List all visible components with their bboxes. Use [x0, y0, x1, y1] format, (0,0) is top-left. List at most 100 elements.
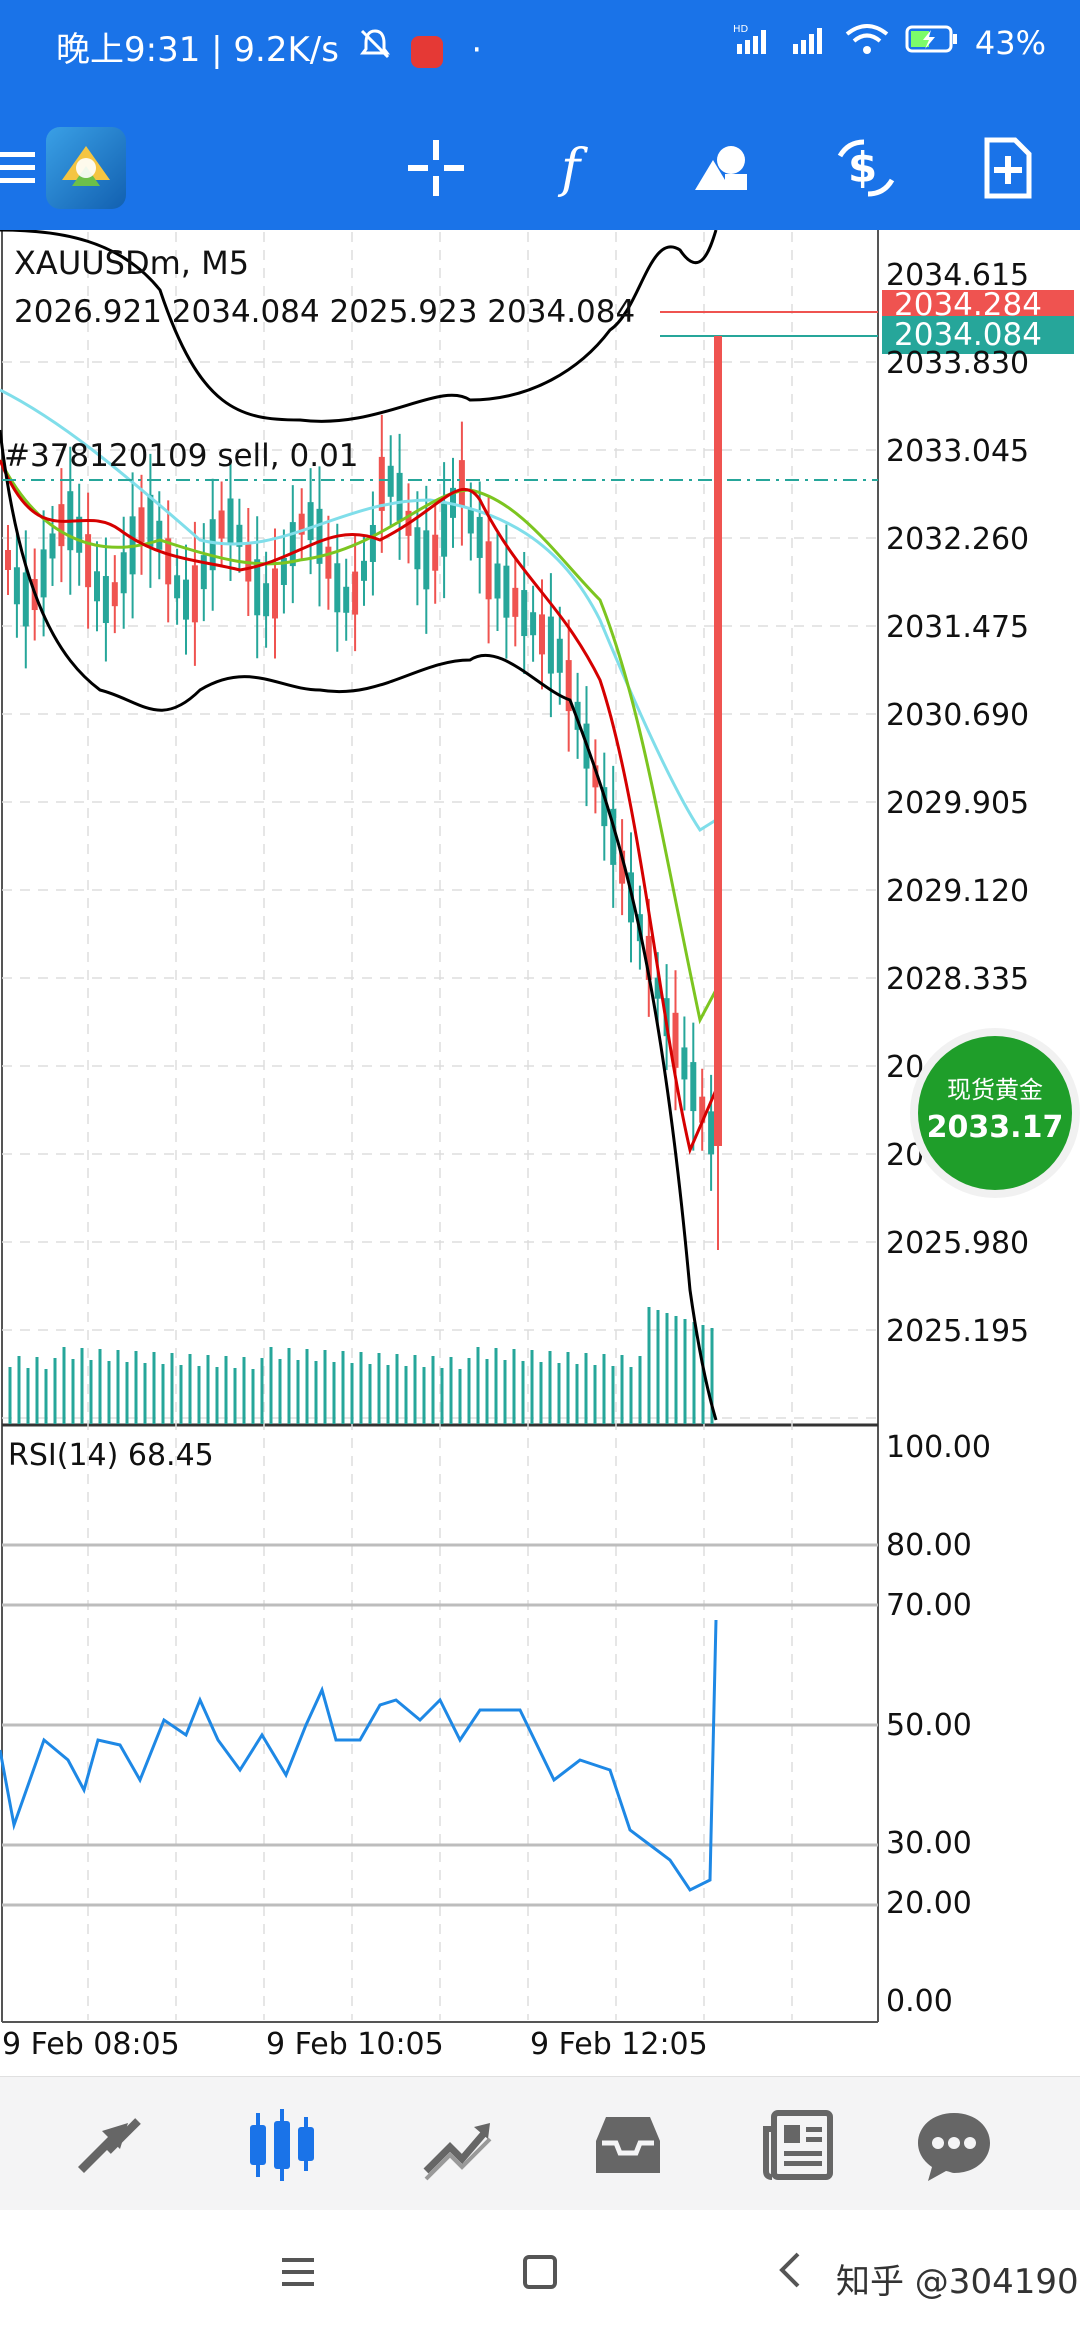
- candle-body: [690, 1062, 697, 1112]
- candle-body: [352, 571, 359, 615]
- candle-body: [165, 538, 172, 585]
- objects-icon[interactable]: [682, 128, 762, 208]
- chart-icon[interactable]: [242, 2105, 322, 2185]
- candle-body: [156, 520, 163, 550]
- crosshair-icon[interactable]: [396, 128, 476, 208]
- wifi-icon: [845, 22, 889, 64]
- trade-icon[interactable]: $: [826, 128, 906, 208]
- candle-body: [458, 460, 465, 508]
- chart-toolbar: f $: [0, 96, 1080, 230]
- candle-body: [619, 850, 626, 884]
- candle-body: [298, 513, 305, 535]
- news-icon[interactable]: [760, 2105, 840, 2185]
- candle-body: [174, 575, 181, 599]
- candle-body: [254, 559, 261, 616]
- candle-body: [547, 616, 554, 674]
- candle-body: [343, 586, 350, 613]
- candle-body: [22, 572, 29, 627]
- rsi-axis-label: 0.00: [886, 1984, 953, 2019]
- candle-body: [49, 533, 56, 559]
- candle-body: [503, 565, 510, 618]
- price-axis-label: 2028.335: [886, 962, 1030, 997]
- status-bar: 晚上9:31 | 9.2K/s · HD 43%: [0, 0, 1080, 96]
- candle-body: [494, 563, 501, 599]
- ohlc-label: 2026.921 2034.084 2025.923 2034.084: [14, 294, 636, 330]
- candle-body: [521, 590, 528, 637]
- candle-body: [40, 549, 47, 598]
- rsi-axis-label: 50.00: [886, 1708, 972, 1743]
- chart-area[interactable]: XAUUSDm, M5 2026.921 2034.084 2025.923 2…: [0, 230, 1080, 2070]
- candle-body: [387, 465, 394, 497]
- candle-body: [530, 612, 537, 636]
- spot-gold-badge[interactable]: 现货黄金 2033.17: [918, 1036, 1072, 1190]
- history-icon[interactable]: [588, 2105, 668, 2185]
- candle-body: [325, 546, 332, 579]
- candle-body: [645, 935, 652, 980]
- candle-body: [414, 527, 421, 570]
- candle-body: [708, 1111, 715, 1155]
- candle-body: [601, 787, 608, 827]
- candle-body: [565, 660, 572, 712]
- rsi-axis-label: 100.00: [886, 1430, 991, 1465]
- function-icon[interactable]: f: [536, 128, 616, 208]
- metatrader-logo: [46, 127, 126, 209]
- battery-icon: [905, 24, 959, 62]
- candle-body: [361, 560, 367, 581]
- home-icon[interactable]: [520, 2252, 560, 2296]
- watermark: 知乎 @3041907: [836, 2262, 1080, 2302]
- system-nav: 知乎 @3041907: [0, 2210, 1080, 2340]
- candle-body: [111, 582, 118, 607]
- battery-percent: 43%: [974, 24, 1046, 62]
- candle-body: [13, 567, 20, 605]
- price-axis-label: 2029.905: [886, 786, 1030, 821]
- new-order-icon[interactable]: [968, 128, 1048, 208]
- candle-body: [102, 576, 109, 624]
- candle-body: [183, 579, 189, 620]
- candle-body: [467, 509, 474, 534]
- recents-icon[interactable]: [278, 2252, 318, 2296]
- candle-body: [76, 516, 83, 553]
- candle-body: [512, 587, 519, 617]
- price-chart[interactable]: [0, 230, 1080, 2070]
- back-icon[interactable]: [770, 2250, 810, 2294]
- candle-body: [191, 565, 198, 623]
- price-axis-label: 2025.980: [886, 1226, 1030, 1261]
- candle-body: [85, 534, 92, 588]
- trade-history-icon[interactable]: [418, 2105, 498, 2185]
- candle-body: [316, 508, 323, 564]
- rsi-line: [0, 1619, 718, 1892]
- time-axis-label: 9 Feb 08:05: [2, 2027, 180, 2062]
- candle-body: [485, 541, 492, 600]
- candle-body: [334, 563, 341, 613]
- candle-body: [58, 504, 65, 547]
- menu-icon[interactable]: [0, 128, 60, 208]
- candle-body: [476, 516, 483, 558]
- quotes-icon[interactable]: [68, 2105, 148, 2185]
- candle-body: [236, 524, 243, 547]
- candle-body: [280, 557, 287, 585]
- candle-body: [539, 614, 545, 655]
- candle-body: [227, 498, 234, 544]
- rsi-axis-label: 20.00: [886, 1886, 972, 1921]
- chat-icon[interactable]: [914, 2105, 994, 2185]
- candle-body: [272, 568, 278, 619]
- candle-body: [5, 550, 11, 570]
- app-notification-icon: [410, 35, 443, 68]
- price-axis-label: 2033.045: [886, 434, 1030, 469]
- rsi-title: RSI(14) 68.45: [8, 1438, 214, 1473]
- candle-body: [138, 507, 145, 543]
- gold-badge-title: 现货黄金: [947, 1076, 1043, 1104]
- rsi-axis-label: 80.00: [886, 1528, 972, 1563]
- symbol-label: XAUUSDm, M5: [14, 244, 250, 282]
- time-axis-label: 9 Feb 12:05: [530, 2027, 708, 2062]
- bottom-nav: [0, 2076, 1080, 2211]
- ask-price-tag: 2034.284: [882, 290, 1074, 318]
- price-axis-label: 20: [886, 1138, 925, 1173]
- status-time-text: 晚上9:31 | 9.2K/s: [56, 30, 339, 70]
- status-time: 晚上9:31 | 9.2K/s ·: [56, 22, 482, 71]
- rsi-axis-label: 70.00: [886, 1588, 972, 1623]
- price-axis-label: 20: [886, 1050, 925, 1085]
- order-line-label[interactable]: #378120109 sell, 0.01: [4, 438, 359, 474]
- rsi-axis-label: 30.00: [886, 1826, 972, 1861]
- moving-average-line: [0, 388, 717, 833]
